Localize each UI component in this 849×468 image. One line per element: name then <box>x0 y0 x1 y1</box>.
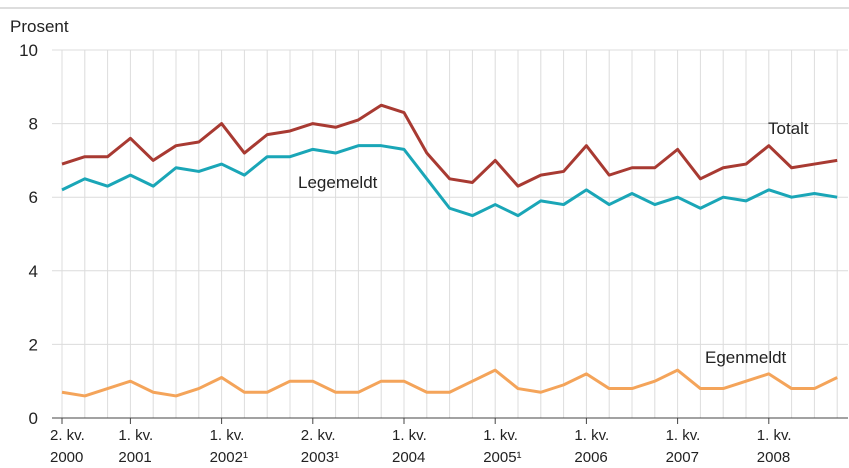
y-tick-label: 10 <box>19 41 38 60</box>
x-tick-label: 1. kv. <box>666 427 701 444</box>
series-label: Egenmeldt <box>705 348 787 367</box>
x-tick-label: 1. kv. <box>210 427 245 444</box>
y-tick-label: 2 <box>29 335 38 354</box>
series-line <box>61 144 838 218</box>
x-tick-label: 2004 <box>392 449 425 466</box>
x-tick-label: 2. kv. <box>301 427 336 444</box>
series-line <box>61 368 838 398</box>
x-tick-label: 2003¹ <box>301 449 339 466</box>
series-label: Totalt <box>768 119 809 138</box>
x-tick-label: 1. kv. <box>483 427 518 444</box>
y-tick-label: 0 <box>29 409 38 428</box>
x-tick-label: 2008 <box>757 449 790 466</box>
x-tick-label: 2007 <box>666 449 699 466</box>
series-label: Legemeldt <box>298 173 378 192</box>
x-tick-label: 2006 <box>574 449 607 466</box>
y-axis-label: Prosent <box>10 17 69 36</box>
x-tick-label: 1. kv. <box>757 427 792 444</box>
x-tick-label: 2. kv. <box>50 427 85 444</box>
x-tick-label: 1. kv. <box>574 427 609 444</box>
y-tick-label: 4 <box>29 262 38 281</box>
x-tick-label: 1. kv. <box>118 427 153 444</box>
y-tick-label: 6 <box>29 188 38 207</box>
x-tick-label: 2005¹ <box>483 449 521 466</box>
series-line <box>61 103 838 188</box>
x-tick-label: 2001 <box>118 449 151 466</box>
y-tick-label: 8 <box>29 115 38 134</box>
x-tick-label: 2002¹ <box>210 449 248 466</box>
x-tick-label: 2000 <box>50 449 83 466</box>
x-tick-label: 1. kv. <box>392 427 427 444</box>
